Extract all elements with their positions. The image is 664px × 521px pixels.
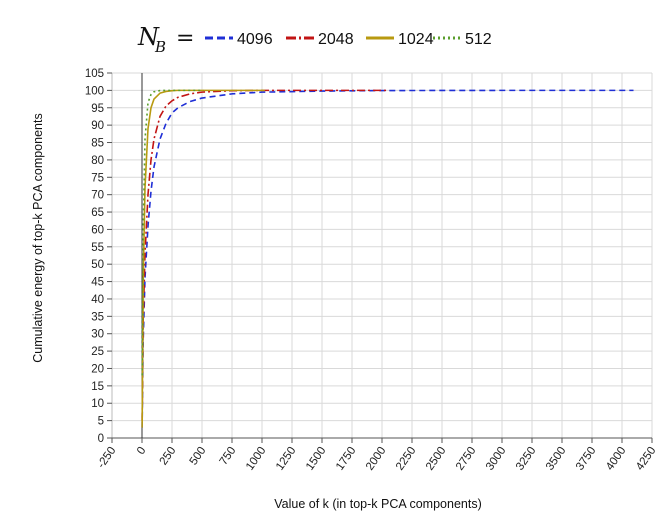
y-tick-label: 45 xyxy=(91,277,104,289)
y-tick-label: 105 xyxy=(85,68,104,80)
y-tick-label: 75 xyxy=(91,172,104,184)
y-tick-label: 25 xyxy=(91,346,104,358)
legend-symbol: N xyxy=(137,23,160,51)
x-tick-label: 3750 xyxy=(574,445,599,473)
x-tick-label: 0 xyxy=(135,445,149,457)
x-tick-label: 3500 xyxy=(544,445,569,473)
x-tick-label: 2250 xyxy=(394,445,419,473)
x-axis-title: Value of k (in top-k PCA components) xyxy=(274,497,482,511)
y-tick-label: 35 xyxy=(91,311,104,323)
ticks: 0 5 10 15 20 25 30 35 40 45 50 55 60 65 70 75 80 85 90 95 10… xyxy=(85,68,659,473)
x-tick-label: 4000 xyxy=(604,445,629,473)
x-tick-label: 2500 xyxy=(424,445,449,473)
x-tick-label: 500 xyxy=(188,445,209,468)
y-tick-label: 100 xyxy=(85,85,104,97)
x-tick-label: -250 xyxy=(95,445,118,471)
legend-label-1024: 1024 xyxy=(398,31,434,48)
y-tick-label: 5 xyxy=(98,416,104,428)
y-tick-label: 80 xyxy=(91,155,104,167)
y-tick-label: 0 xyxy=(98,433,104,445)
legend-label-4096: 4096 xyxy=(237,31,273,48)
legend-subscript: B xyxy=(154,38,166,56)
y-tick-label: 60 xyxy=(91,224,104,236)
legend-equals: = xyxy=(176,26,194,51)
series-line-4096 xyxy=(141,89,634,428)
y-tick-label: 50 xyxy=(91,259,104,271)
x-tick-label: 2750 xyxy=(454,445,479,473)
y-tick-label: 65 xyxy=(91,207,104,219)
x-tick-label: 2000 xyxy=(364,445,389,473)
x-tick-label: 750 xyxy=(218,445,239,468)
x-tick-label: 4250 xyxy=(634,445,659,473)
legend-label-2048: 2048 xyxy=(318,31,354,48)
x-tick-label: 250 xyxy=(158,445,179,468)
series-lines xyxy=(141,89,634,428)
y-tick-label: 30 xyxy=(91,329,104,341)
y-tick-label: 70 xyxy=(91,190,104,202)
y-tick-label: 90 xyxy=(91,120,104,132)
y-tick-label: 15 xyxy=(91,381,104,393)
y-tick-label: 10 xyxy=(91,398,104,410)
y-tick-label: 85 xyxy=(91,138,104,150)
x-tick-label: 1000 xyxy=(244,445,269,473)
x-tick-label: 1500 xyxy=(304,445,329,473)
series-line-512 xyxy=(141,89,204,376)
series-line-2048 xyxy=(141,89,388,421)
x-tick-label: 1250 xyxy=(274,445,299,473)
y-tick-label: 40 xyxy=(91,294,104,306)
y-tick-label: 95 xyxy=(91,103,104,115)
grid xyxy=(111,72,653,439)
series-line-1024 xyxy=(141,89,265,428)
x-tick-label: 3000 xyxy=(484,445,509,473)
x-tick-label: 1750 xyxy=(334,445,359,473)
legend: N B = 4096 2048 1024 512 xyxy=(137,23,492,56)
y-tick-label: 55 xyxy=(91,242,104,254)
y-tick-label: 20 xyxy=(91,363,104,375)
x-tick-label: 3250 xyxy=(514,445,539,473)
y-axis-title: Cumulative energy of top-k PCA component… xyxy=(31,113,45,362)
legend-label-512: 512 xyxy=(465,31,492,48)
